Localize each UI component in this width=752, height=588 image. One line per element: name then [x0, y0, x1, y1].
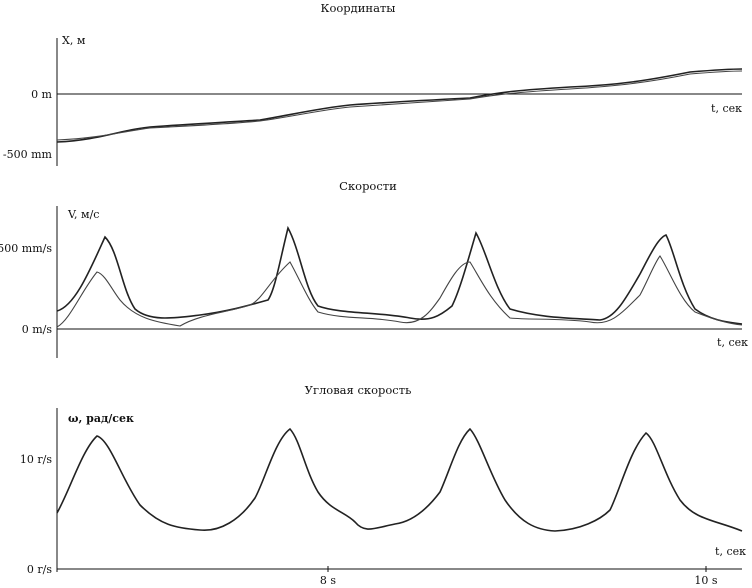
y-tick-label: 0 m/s [22, 323, 53, 336]
y-tick-label: 500 mm/s [0, 242, 52, 255]
series-line-velocities-1 [56, 225, 743, 325]
series-line-velocities-2 [56, 255, 743, 328]
y-tick-label: 0 m [31, 88, 52, 101]
chart-title-angular-velocity: Угловая скорость [305, 383, 412, 397]
y-tick-label: -500 mm [3, 148, 53, 161]
chart-panel-angular-velocity: Угловая скорость ω, рад/сек t, сек 10 r/… [20, 383, 746, 587]
chart-panel-coordinates: Координаты X, м t, сек 0 m -500 mm [3, 1, 742, 166]
x-axis-label-velocities: t, сек [717, 336, 748, 349]
y-tick-label: 10 r/s [20, 453, 52, 466]
x-tick-label: 8 s [320, 574, 336, 587]
y-axis-label-velocities: V, м/с [67, 208, 99, 221]
x-axis-label-coordinates: t, сек [711, 102, 742, 115]
y-tick-label: 0 r/s [27, 563, 52, 576]
series-line-coordinates-1 [56, 68, 743, 143]
series-line-angular-velocity [56, 427, 743, 532]
x-axis-label-angular-velocity: t, сек [715, 545, 746, 558]
series-line-coordinates-2 [56, 70, 743, 141]
y-axis-label-coordinates: X, м [62, 34, 86, 47]
y-axis-label-angular-velocity: ω, рад/сек [68, 412, 134, 425]
chart-title-coordinates: Координаты [321, 1, 396, 15]
chart-panel-velocities: Скорости V, м/с t, сек 500 mm/s 0 m/s [0, 179, 748, 358]
chart-title-velocities: Скорости [339, 179, 397, 193]
x-tick-label: 10 s [694, 574, 717, 587]
